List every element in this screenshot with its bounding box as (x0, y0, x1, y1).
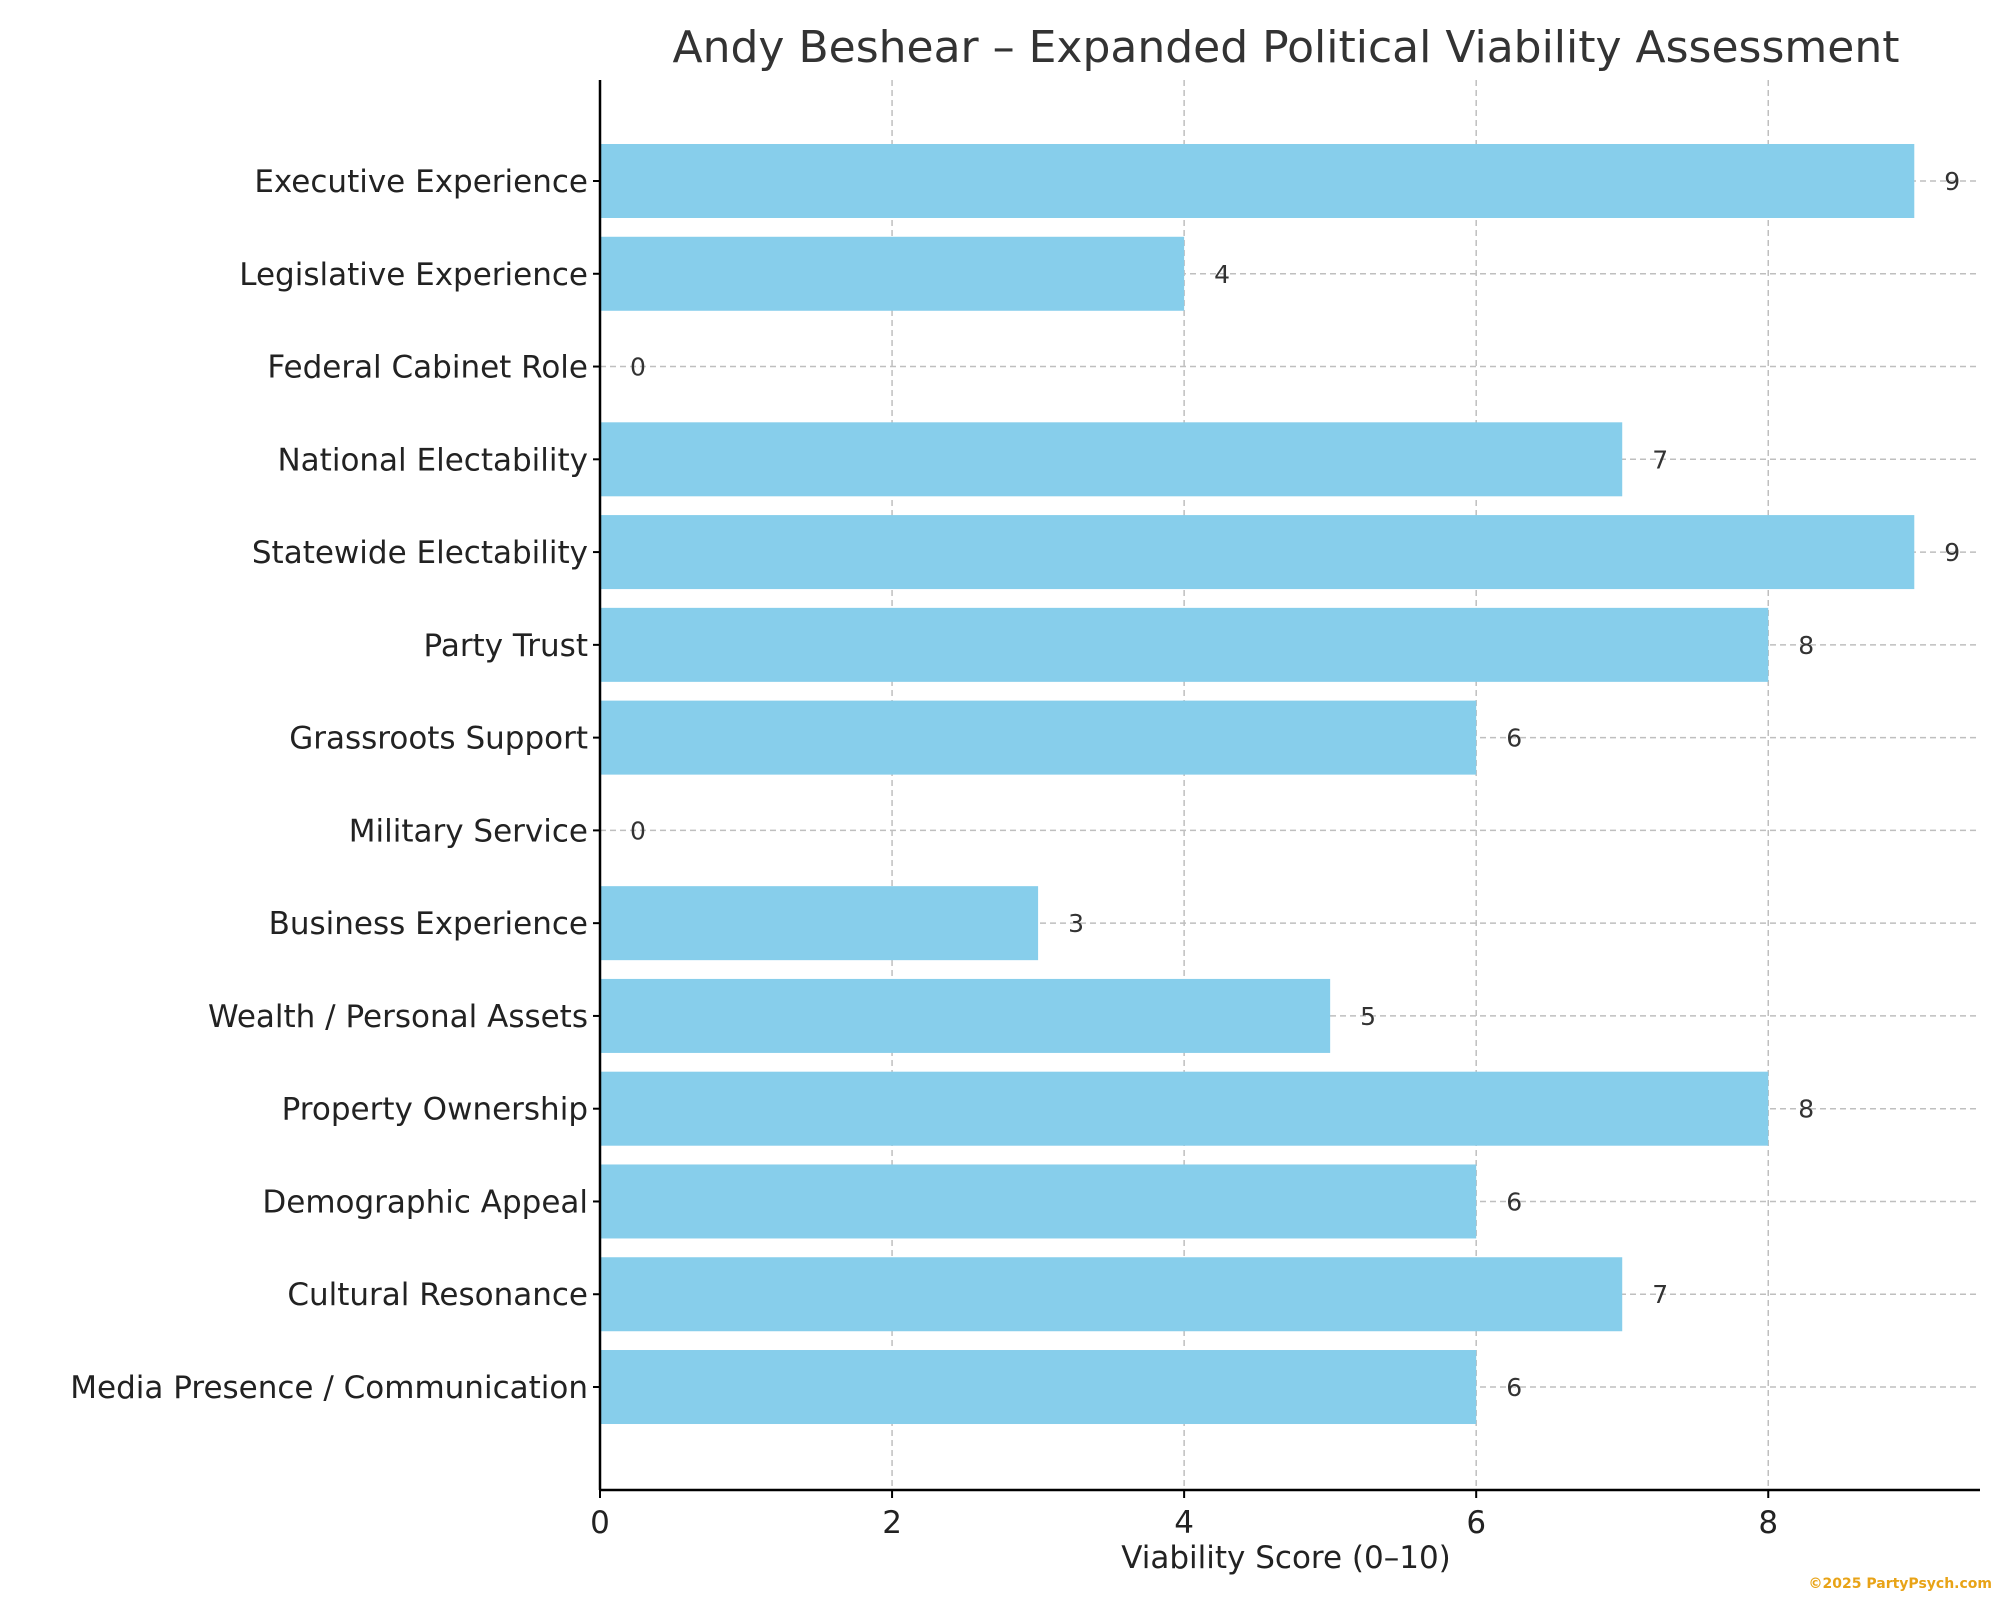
axis-layer: 0 2 4 6 8 (590, 80, 1980, 1541)
category-label: Statewide Electability (252, 535, 588, 571)
bar-legislative-experience (600, 236, 1185, 311)
category-label: Wealth / Personal Assets (208, 999, 588, 1035)
chart-title: Andy Beshear – Expanded Political Viabil… (673, 22, 1900, 73)
value-label: 8 (1798, 1095, 1814, 1124)
value-label: 7 (1652, 445, 1668, 474)
value-label: 6 (1506, 1187, 1522, 1216)
value-label: 9 (1944, 167, 1960, 196)
value-label: 6 (1506, 724, 1522, 753)
bar-grassroots-support (600, 700, 1477, 775)
x-tick-label: 2 (882, 1505, 902, 1541)
x-tick-label: 4 (1174, 1505, 1194, 1541)
bar-layer (600, 144, 1915, 1425)
value-label: 9 (1944, 538, 1960, 567)
bar-executive-experience (600, 144, 1915, 218)
bar-party-trust (600, 607, 1769, 682)
value-label: 4 (1214, 260, 1230, 289)
label-layer: 9 Executive Experience 4 Legislative Experi… (70, 164, 1960, 1406)
bar-property-ownership (600, 1071, 1769, 1146)
value-label: 6 (1506, 1373, 1522, 1402)
bar-business-experience (600, 886, 1039, 961)
category-label: Cultural Resonance (287, 1277, 588, 1313)
value-label: 0 (630, 816, 646, 845)
category-label: Executive Experience (254, 164, 588, 200)
category-label: Legislative Experience (239, 257, 588, 293)
category-label: Military Service (349, 813, 588, 849)
bar-wealth-personal-assets (600, 978, 1331, 1053)
category-label: Party Trust (424, 628, 588, 664)
value-label: 0 (630, 353, 646, 382)
category-label: Demographic Appeal (262, 1184, 588, 1220)
category-label: National Electability (277, 442, 588, 478)
category-label: Property Ownership (282, 1092, 588, 1128)
watermark: ©2025 PartyPsych.com (1808, 1576, 1992, 1592)
category-label: Media Presence / Communication (70, 1370, 588, 1406)
value-label: 7 (1652, 1280, 1668, 1309)
category-label: Grassroots Support (289, 721, 588, 757)
bar-statewide-electability (600, 515, 1915, 590)
bar-demographic-appeal (600, 1164, 1477, 1239)
x-tick-label: 0 (590, 1505, 610, 1541)
x-tick-label: 8 (1758, 1505, 1778, 1541)
bar-media-presence-communication (600, 1350, 1477, 1425)
category-label: Federal Cabinet Role (267, 350, 588, 386)
bar-cultural-resonance (600, 1257, 1623, 1332)
value-label: 8 (1798, 631, 1814, 660)
value-label: 5 (1360, 1002, 1376, 1031)
category-label: Business Experience (269, 906, 588, 942)
bar-national-electability (600, 422, 1623, 497)
value-label: 3 (1068, 909, 1084, 938)
x-axis-label: Viability Score (0–10) (1121, 1540, 1451, 1576)
x-tick-label: 6 (1466, 1505, 1486, 1541)
